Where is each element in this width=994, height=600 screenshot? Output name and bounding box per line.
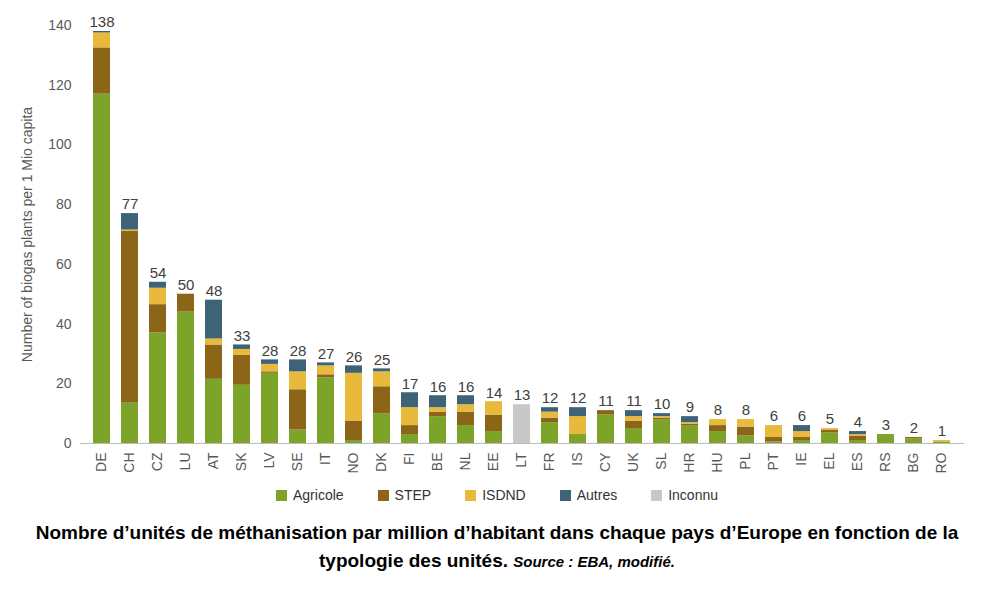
svg-text:8: 8 — [742, 401, 750, 418]
svg-text:RO: RO — [933, 452, 949, 473]
svg-text:AT: AT — [205, 452, 221, 469]
html-text:Agricole: Agricole — [293, 487, 344, 503]
svg-text:8: 8 — [714, 401, 722, 418]
svg-text:FI: FI — [401, 453, 417, 465]
svg-text:DK: DK — [373, 452, 389, 472]
svg-text:LV: LV — [261, 452, 277, 469]
svg-text:DE: DE — [93, 453, 109, 472]
svg-text:9: 9 — [686, 398, 694, 415]
svg-text:2: 2 — [910, 419, 918, 436]
svg-text:27: 27 — [318, 345, 335, 362]
svg-text:5: 5 — [826, 410, 834, 427]
svg-text:138: 138 — [89, 13, 114, 30]
svg-text:16: 16 — [430, 378, 447, 395]
svg-text:77: 77 — [122, 195, 139, 212]
svg-text:IE: IE — [793, 453, 809, 466]
svg-text:SE: SE — [289, 453, 305, 472]
svg-text:UK: UK — [625, 452, 641, 472]
svg-text:HU: HU — [709, 453, 725, 473]
svg-text:28: 28 — [262, 342, 279, 359]
svg-text:6: 6 — [798, 407, 806, 424]
svg-text:120: 120 — [48, 77, 72, 93]
svg-text:EL: EL — [821, 452, 837, 469]
svg-text:48: 48 — [206, 282, 223, 299]
svg-text:14: 14 — [486, 384, 503, 401]
html-text:STEP: STEP — [394, 487, 432, 503]
svg-text:0: 0 — [64, 435, 72, 451]
svg-text:HR: HR — [681, 453, 697, 473]
svg-text:100: 100 — [48, 136, 72, 152]
svg-text:LU: LU — [177, 453, 193, 471]
svg-text:RS: RS — [877, 453, 893, 472]
svg-text:26: 26 — [346, 348, 363, 365]
svg-text:ES: ES — [849, 453, 865, 472]
svg-text:12: 12 — [570, 389, 587, 406]
svg-text:80: 80 — [56, 196, 72, 212]
svg-text:SK: SK — [233, 452, 249, 471]
svg-text:33: 33 — [234, 327, 251, 344]
svg-text:54: 54 — [150, 264, 167, 281]
svg-text:1: 1 — [938, 422, 946, 439]
svg-text:4: 4 — [854, 413, 862, 430]
svg-text:BG: BG — [905, 453, 921, 473]
svg-text:11: 11 — [626, 392, 642, 409]
svg-text:EE: EE — [485, 453, 501, 472]
svg-text:16: 16 — [458, 378, 475, 395]
svg-text:13: 13 — [514, 386, 531, 403]
svg-text:28: 28 — [290, 342, 307, 359]
svg-text:140: 140 — [48, 17, 72, 33]
svg-text:Number of biogas plants per 1: Number of biogas plants per 1 Mio capita — [19, 107, 35, 362]
svg-text:BE: BE — [429, 453, 445, 472]
svg-text:12: 12 — [542, 389, 559, 406]
html-text:Nombre d’unités de méthanisati: Nombre d’unités de méthanisation par mil… — [35, 522, 959, 571]
svg-text:IS: IS — [569, 453, 585, 466]
svg-text:11: 11 — [598, 392, 614, 409]
svg-text:CH: CH — [121, 453, 137, 473]
svg-text:25: 25 — [374, 351, 391, 368]
svg-text:SL: SL — [653, 452, 669, 469]
svg-text:CZ: CZ — [149, 452, 165, 471]
svg-text:NL: NL — [457, 452, 473, 470]
html-text:Inconnu: Inconnu — [668, 487, 718, 503]
svg-text:10: 10 — [654, 395, 671, 412]
html-text:ISDND: ISDND — [482, 487, 526, 503]
svg-text:LT: LT — [513, 452, 529, 468]
svg-text:50: 50 — [178, 276, 195, 293]
svg-text:PT: PT — [765, 452, 781, 470]
svg-text:NO: NO — [345, 452, 361, 473]
svg-text:3: 3 — [882, 416, 890, 433]
svg-text:17: 17 — [402, 375, 419, 392]
svg-text:PL: PL — [737, 452, 753, 469]
html-text:Autres: Autres — [576, 487, 618, 503]
svg-text:20: 20 — [56, 375, 72, 391]
svg-text:IT: IT — [317, 452, 333, 465]
svg-text:CY: CY — [597, 452, 613, 472]
svg-text:60: 60 — [56, 256, 72, 272]
svg-text:6: 6 — [770, 407, 778, 424]
svg-text:40: 40 — [56, 316, 72, 332]
svg-text:FR: FR — [541, 453, 557, 472]
